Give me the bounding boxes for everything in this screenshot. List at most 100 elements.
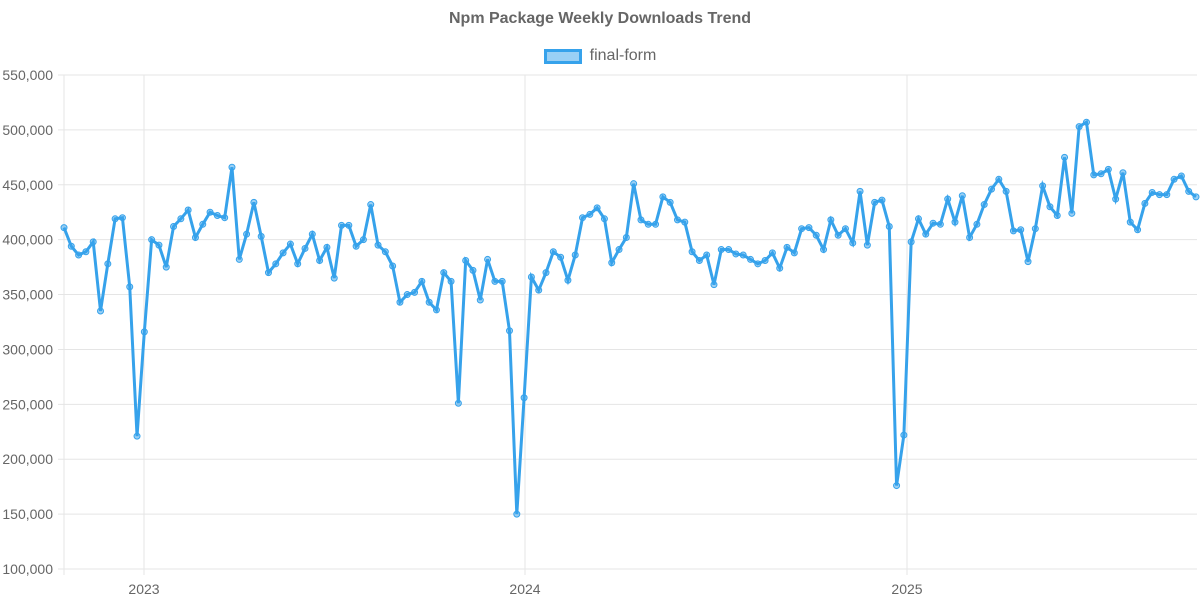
data-point[interactable] [557, 253, 565, 261]
data-point[interactable] [936, 220, 944, 228]
data-point[interactable] [812, 231, 820, 239]
data-point[interactable] [264, 269, 272, 277]
data-point[interactable] [82, 248, 90, 256]
data-point[interactable] [988, 185, 996, 193]
data-point[interactable] [440, 269, 448, 277]
data-point[interactable] [491, 277, 499, 285]
data-point[interactable] [717, 246, 725, 254]
data-point[interactable] [841, 225, 849, 233]
data-point[interactable] [681, 218, 689, 226]
data-point[interactable] [1039, 182, 1047, 190]
data-point[interactable] [1002, 187, 1010, 195]
data-point[interactable] [403, 291, 411, 299]
data-point[interactable] [863, 241, 871, 249]
data-point[interactable] [761, 257, 769, 265]
data-point[interactable] [630, 180, 638, 188]
data-point[interactable] [666, 198, 674, 206]
data-point[interactable] [703, 251, 711, 259]
data-point[interactable] [513, 510, 521, 518]
data-point[interactable] [564, 276, 572, 284]
data-point[interactable] [462, 257, 470, 265]
data-point[interactable] [60, 224, 68, 232]
data-point[interactable] [184, 206, 192, 214]
data-point[interactable] [958, 192, 966, 200]
data-point[interactable] [695, 257, 703, 265]
data-point[interactable] [922, 230, 930, 238]
data-point[interactable] [739, 251, 747, 259]
data-point[interactable] [615, 246, 623, 254]
data-point[interactable] [805, 224, 813, 232]
data-point[interactable] [790, 249, 798, 257]
data-point[interactable] [272, 260, 280, 268]
data-point[interactable] [170, 222, 178, 230]
data-point[interactable] [381, 248, 389, 256]
data-point[interactable] [571, 251, 579, 259]
data-point[interactable] [549, 248, 557, 256]
data-point[interactable] [1192, 193, 1200, 201]
data-point[interactable] [97, 307, 105, 315]
data-point[interactable] [1141, 199, 1149, 207]
data-point[interactable] [118, 214, 126, 222]
data-point[interactable] [308, 230, 316, 238]
data-point[interactable] [900, 431, 908, 439]
data-point[interactable] [783, 243, 791, 251]
data-point[interactable] [1031, 225, 1039, 233]
data-point[interactable] [213, 212, 221, 220]
data-point[interactable] [1075, 123, 1083, 131]
data-point[interactable] [257, 232, 265, 240]
data-point[interactable] [1126, 218, 1134, 226]
data-point[interactable] [162, 263, 170, 271]
data-point[interactable] [425, 298, 433, 306]
data-point[interactable] [1104, 165, 1112, 173]
data-point[interactable] [294, 260, 302, 268]
data-point[interactable] [1177, 172, 1185, 180]
data-point[interactable] [637, 216, 645, 224]
data-point[interactable] [126, 283, 134, 291]
data-point[interactable] [579, 214, 587, 222]
data-point[interactable] [1046, 203, 1054, 211]
data-point[interactable] [1185, 187, 1193, 195]
data-point[interactable] [199, 220, 207, 228]
data-point[interactable] [966, 233, 974, 241]
data-point[interactable] [652, 220, 660, 228]
data-point[interactable] [644, 220, 652, 228]
data-point[interactable] [995, 175, 1003, 183]
data-point[interactable] [849, 239, 857, 247]
data-point[interactable] [688, 248, 696, 256]
data-point[interactable] [104, 260, 112, 268]
data-point[interactable] [820, 246, 828, 254]
data-point[interactable] [1090, 171, 1098, 179]
legend-label[interactable]: final-form [589, 47, 657, 64]
data-point[interactable] [191, 233, 199, 241]
legend-swatch[interactable] [543, 48, 582, 64]
data-point[interactable] [367, 201, 375, 209]
data-point[interactable] [301, 244, 309, 252]
data-point[interactable] [89, 238, 97, 246]
data-point[interactable] [834, 231, 842, 239]
data-point[interactable] [659, 193, 667, 201]
data-point[interactable] [768, 249, 776, 257]
data-point[interactable] [330, 274, 338, 282]
data-point[interactable] [177, 215, 185, 223]
data-point[interactable] [542, 269, 550, 277]
data-point[interactable] [1097, 170, 1105, 178]
data-point[interactable] [418, 277, 426, 285]
data-point[interactable] [374, 241, 382, 249]
data-point[interactable] [893, 482, 901, 490]
data-point[interactable] [1082, 118, 1090, 126]
data-point[interactable] [484, 255, 492, 263]
data-point[interactable] [608, 259, 616, 267]
data-point[interactable] [1112, 195, 1120, 203]
data-point[interactable] [111, 215, 119, 223]
data-point[interactable] [345, 221, 353, 229]
data-point[interactable] [622, 233, 630, 241]
data-point[interactable] [951, 218, 959, 226]
data-point[interactable] [747, 255, 755, 263]
data-point[interactable] [286, 240, 294, 248]
data-point[interactable] [235, 255, 243, 263]
data-point[interactable] [600, 215, 608, 223]
data-point[interactable] [67, 242, 75, 250]
data-point[interactable] [140, 328, 148, 336]
data-point[interactable] [1061, 153, 1069, 161]
data-point[interactable] [673, 216, 681, 224]
